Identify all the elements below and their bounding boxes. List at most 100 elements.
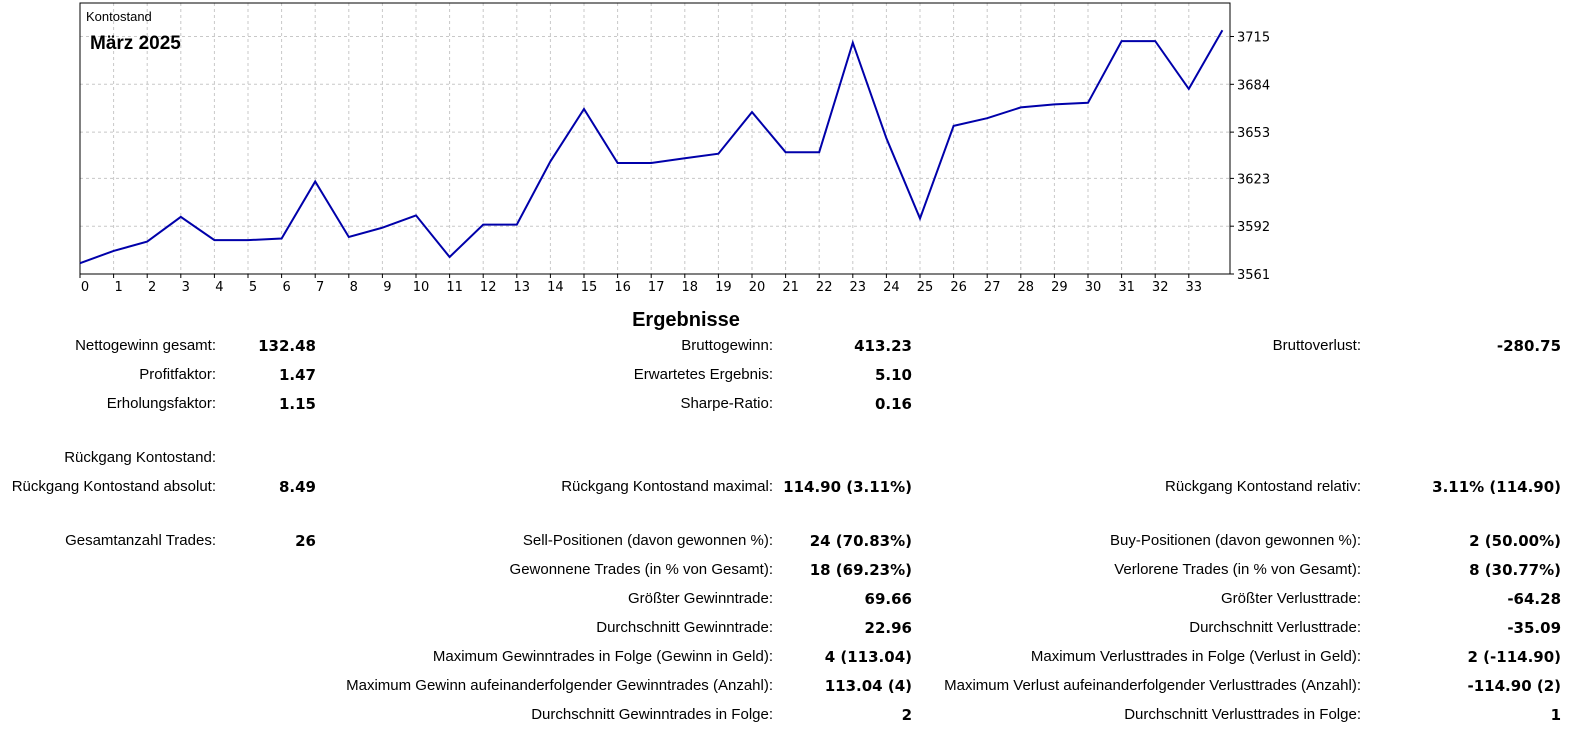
data-point (516, 224, 518, 226)
x-tick-label: 32 (1152, 280, 1169, 295)
x-tick-label: 18 (682, 280, 699, 295)
metric-value: 8 (30.77%) (1469, 561, 1561, 579)
metric-label: Bruttoverlust: (1272, 337, 1361, 354)
metric-label: Verlorene Trades (in % von Gesamt): (1114, 561, 1361, 578)
x-tick-label: 23 (850, 280, 867, 295)
metric-value: 2 (901, 706, 912, 724)
results-row: Durchschnitt Gewinntrade: 22.96 Durchschni… (0, 619, 1581, 641)
results-row: Rückgang Kontostand absolut: 8.49 Rückgang… (0, 478, 1581, 500)
metric-value: 22.96 (864, 619, 912, 637)
data-point (751, 111, 753, 113)
x-tick-label: 19 (715, 280, 732, 295)
chart-grid (80, 3, 1230, 274)
data-point (852, 42, 854, 44)
data-point (1053, 103, 1055, 105)
results-panel: Ergebnisse Nettogewinn gesamt: 132.48 Brut… (0, 306, 1581, 735)
chart-title: Kontostand (86, 9, 152, 24)
data-point (281, 238, 283, 240)
data-point (785, 151, 787, 153)
x-tick-label: 5 (249, 280, 257, 295)
data-point (953, 125, 955, 127)
metric-value: 2 (50.00%) (1469, 532, 1561, 550)
metric-value: -35.09 (1507, 619, 1561, 637)
x-axis: 0 1 2 3 4 5 6 7 8 9 10 11 12 13 14 15 16 17 18 19 20 21 22 23 24… (79, 274, 1202, 295)
metric-label: Maximum Verlusttrades in Folge (Verlust … (1030, 648, 1361, 665)
data-point (583, 108, 585, 110)
metric-value: 8.49 (278, 478, 316, 496)
data-point (549, 160, 551, 162)
metric-label: Durchschnitt Verlusttrade: (1189, 619, 1361, 636)
x-tick-label: 24 (883, 280, 900, 295)
metric-label: Rückgang Kontostand: (64, 449, 216, 466)
data-point (180, 216, 182, 218)
metric-label: Rückgang Kontostand maximal: (561, 478, 773, 495)
data-point (449, 256, 451, 258)
results-row: Nettogewinn gesamt: 132.48 Bruttogewinn: 41… (0, 337, 1581, 359)
data-point (650, 162, 652, 164)
data-point (348, 236, 350, 238)
metric-value: 113.04 (4) (824, 677, 912, 695)
metric-label: Maximum Gewinn aufeinanderfolgender Gewi… (346, 677, 773, 694)
data-point (986, 117, 988, 119)
results-row: Gewonnene Trades (in % von Gesamt): 18 (6… (0, 561, 1581, 583)
data-point (1154, 40, 1156, 42)
results-row: Erholungsfaktor: 1.15 Sharpe-Ratio: 0.16 (0, 395, 1581, 417)
data-point (415, 214, 417, 216)
data-point (314, 180, 316, 182)
plot-frame (79, 2, 1231, 275)
data-point (146, 241, 148, 243)
results-row: Maximum Gewinn aufeinanderfolgender Gewi… (0, 677, 1581, 699)
metric-label: Bruttogewinn: (681, 337, 773, 354)
results-row: Durchschnitt Gewinntrades in Folge: 2 Durc… (0, 706, 1581, 728)
metric-label: Gesamtanzahl Trades: (65, 532, 216, 549)
data-point (113, 250, 115, 252)
metric-label: Sharpe-Ratio: (680, 395, 773, 412)
metric-value: 26 (295, 532, 316, 550)
x-tick-label: 15 (581, 280, 598, 295)
results-row: Gesamtanzahl Trades: 26 Sell-Positionen (d… (0, 532, 1581, 554)
y-tick-label: 3653 (1237, 126, 1270, 141)
metric-label: Durchschnitt Gewinntrade: (596, 619, 773, 636)
x-tick-label: 17 (648, 280, 665, 295)
results-row: Größter Gewinntrade: 69.66 Größter Verlust… (0, 590, 1581, 612)
metric-label: Profitfaktor: (139, 366, 216, 383)
data-point (247, 239, 249, 241)
x-tick-label: 6 (282, 280, 290, 295)
metric-label: Nettogewinn gesamt: (75, 337, 216, 354)
metric-label: Rückgang Kontostand relativ: (1165, 478, 1361, 495)
series-line (79, 29, 1224, 265)
metric-label: Maximum Verlust aufeinanderfolgender Ver… (944, 677, 1361, 694)
x-tick-label: 14 (547, 280, 564, 295)
x-tick-label: 30 (1085, 280, 1102, 295)
data-point (1020, 106, 1022, 108)
data-point (885, 137, 887, 139)
x-tick-label: 3 (182, 280, 190, 295)
data-point (818, 151, 820, 153)
chart-subtitle: März 2025 (90, 33, 181, 54)
x-tick-label: 25 (917, 280, 934, 295)
data-point (1087, 102, 1089, 104)
x-tick-label: 1 (114, 280, 122, 295)
x-tick-label: 8 (350, 280, 358, 295)
x-tick-label: 29 (1051, 280, 1068, 295)
data-point (684, 157, 686, 159)
metric-label: Durchschnitt Gewinntrades in Folge: (531, 706, 773, 723)
data-point (1221, 29, 1223, 31)
metric-value: -114.90 (2) (1467, 677, 1561, 695)
data-point (617, 162, 619, 164)
results-row: Rückgang Kontostand: (0, 449, 1581, 471)
x-tick-label: 2 (148, 280, 156, 295)
metric-value: 4 (113.04) (824, 648, 912, 666)
y-tick-label: 3592 (1237, 220, 1270, 235)
x-tick-label: 10 (413, 280, 430, 295)
metric-label: Sell-Positionen (davon gewonnen %): (522, 532, 773, 549)
data-point (1188, 88, 1190, 90)
metric-label: Durchschnitt Verlusttrades in Folge: (1124, 706, 1361, 723)
x-tick-label: 27 (984, 280, 1001, 295)
metric-label: Erwartetes Ergebnis: (633, 366, 773, 383)
x-tick-label: 22 (816, 280, 833, 295)
metric-value: 132.48 (258, 337, 316, 355)
y-tick-label: 3715 (1237, 31, 1270, 46)
metric-label: Gewonnene Trades (in % von Gesamt): (509, 561, 773, 578)
